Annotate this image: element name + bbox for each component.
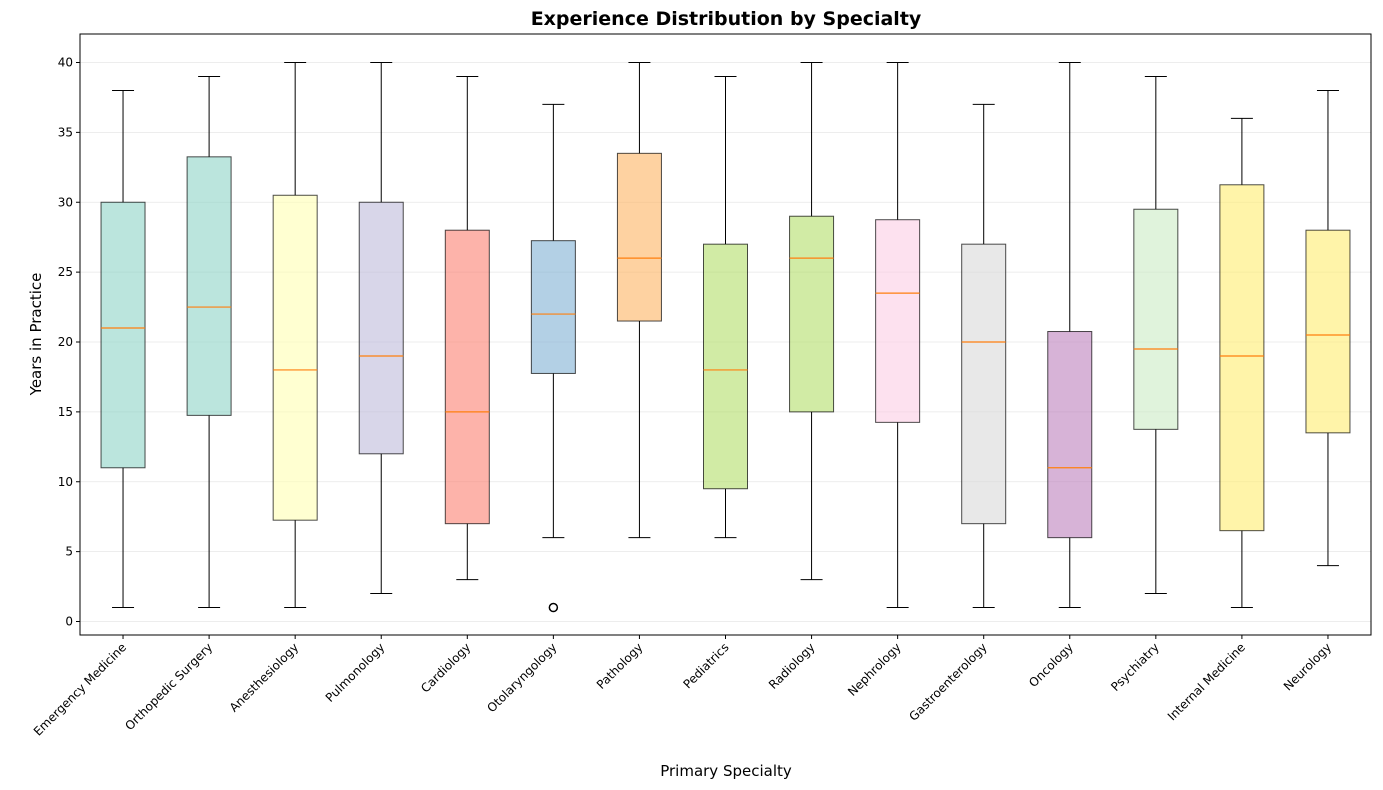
x-tick-label: Gastroenterology [906,640,990,724]
box-rect [1133,208,1179,430]
box-rect [186,156,232,416]
x-tick-label: Anesthesiology [227,640,302,715]
chart-title: Experience Distribution by Specialty [531,8,922,30]
y-tick-label: 35 [58,125,73,139]
x-tick-label: Pathology [594,640,646,692]
y-axis: 0 5 10 15 20 25 30 35 40 [58,56,80,629]
box-3 [272,62,318,609]
y-axis-label: Years in Practice [27,273,45,397]
box-rect [1047,331,1093,539]
x-tick-label: Otolaryngology [484,640,559,715]
box-rect [875,219,921,423]
x-tick-label: Cardiology [418,640,473,695]
box-5 [444,75,490,581]
box-rect [272,194,318,521]
x-tick-label: Oncology [1026,640,1076,690]
box-rect [703,243,748,490]
box-rect [100,201,146,469]
x-tick-label: Orthopedic Surgery [122,640,215,733]
box-11 [961,103,1007,609]
x-tick-label: Nephrology [845,640,904,699]
box-12 [1047,62,1093,609]
box-rect [1305,229,1351,434]
outlier-point [548,602,559,613]
x-axis-label: Primary Specialty [660,762,792,780]
boxes-group [100,62,1351,613]
box-13 [1133,75,1179,595]
box-rect [616,152,662,322]
box-15 [1305,89,1351,567]
x-tick-label: Pulmonology [323,640,388,705]
y-tick-label: 20 [58,335,73,349]
x-tick-label: Radiology [766,640,818,692]
box-1 [100,89,146,609]
box-10 [875,62,921,609]
box-14 [1219,117,1265,609]
box-6 [530,103,576,613]
box-8 [703,75,748,539]
x-tick-label: Internal Medicine [1165,640,1248,723]
x-tick-label: Psychiatry [1108,640,1162,694]
y-tick-label: 10 [58,475,73,489]
y-tick-label: 40 [58,56,73,70]
y-tick-label: 0 [65,615,73,629]
box-rect [358,201,404,455]
x-tick-label: Neurology [1281,640,1334,693]
y-tick-label: 15 [58,405,73,419]
x-tick-label: Pediatrics [680,640,731,691]
y-tick-label: 25 [58,265,73,279]
y-tick-label: 5 [65,545,73,559]
box-rect [1219,184,1265,532]
box-4 [358,62,404,595]
box-rect [530,240,576,374]
y-tick-label: 30 [58,195,73,209]
box-rect [444,229,490,525]
box-9 [789,62,835,581]
box-rect [789,215,835,413]
x-tick-label: Emergency Medicine [31,640,129,738]
box-2 [186,75,232,609]
box-rect [961,243,1007,525]
box-7 [616,62,662,539]
